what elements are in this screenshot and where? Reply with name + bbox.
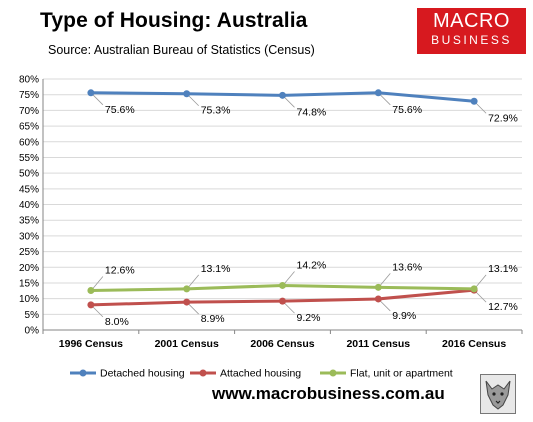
y-tick-label: 0% [25, 326, 40, 337]
data-label: 9.2% [297, 312, 321, 324]
data-label: 13.1% [201, 263, 231, 275]
y-tick-label: 55% [19, 153, 39, 164]
website-url[interactable]: www.macrobusiness.com.au [212, 384, 445, 403]
x-tick-label: 2001 Census [155, 338, 219, 350]
label-leader-line [475, 102, 487, 114]
data-point [183, 285, 191, 293]
label-leader-line [92, 306, 104, 318]
data-label: 9.9% [392, 310, 416, 322]
x-tick-label: 1996 Census [59, 338, 123, 350]
y-tick-label: 70% [19, 106, 39, 117]
y-tick-label: 80% [19, 75, 39, 86]
y-tick-label: 30% [19, 231, 39, 242]
y-tick-label: 40% [19, 200, 39, 211]
y-tick-label: 60% [19, 137, 39, 148]
data-label: 12.7% [488, 301, 518, 313]
logo-line-2: BUSINESS [431, 33, 512, 47]
label-leader-line [380, 300, 391, 312]
label-leader-line [380, 94, 391, 106]
chart-title: Type of Housing: Australia [40, 9, 308, 32]
axes [42, 79, 523, 334]
data-label: 75.6% [105, 104, 135, 116]
data-point [279, 281, 286, 289]
series-lines [87, 89, 478, 309]
data-label: 72.9% [488, 112, 518, 124]
label-leader-line [284, 97, 295, 108]
label-leader-line [284, 271, 295, 284]
label-leader-lines [92, 94, 487, 318]
data-point [374, 283, 382, 291]
data-point [87, 301, 95, 309]
legend-marker [79, 369, 87, 377]
data-point [279, 297, 286, 305]
data-point [470, 285, 478, 293]
y-tick-labels: 0% 5% 10% 15% 20% 25% 30% 35% 40% 45% 50% 55% 60% 65%… [19, 75, 39, 337]
label-leader-line [475, 274, 487, 288]
y-tick-label: 75% [19, 90, 39, 101]
legend-marker [329, 369, 337, 377]
logo-line-1: MACRO [433, 10, 510, 32]
data-label: 8.0% [105, 316, 129, 328]
y-tick-label: 45% [19, 184, 39, 195]
wolf-emblem-icon [480, 374, 516, 414]
legend: Detached housing Attached housing Flat, un… [70, 368, 453, 380]
data-label: 13.6% [392, 261, 422, 273]
data-point [183, 90, 191, 98]
y-tick-label: 5% [25, 310, 40, 321]
y-tick-label: 35% [19, 216, 39, 227]
y-tick-label: 50% [19, 169, 39, 180]
legend-label: Detached housing [100, 368, 185, 380]
x-tick-label: 2011 Census [346, 338, 410, 350]
data-point [279, 91, 286, 99]
data-label: 8.9% [201, 313, 225, 325]
data-label: 12.6% [105, 264, 135, 276]
label-leader-line [475, 291, 487, 303]
data-point [87, 286, 95, 294]
macro-business-logo: MACRO BUSINESS [417, 8, 526, 54]
data-label: 75.3% [201, 105, 231, 117]
chart-source: Source: Australian Bureau of Statistics … [48, 43, 315, 57]
y-tick-label: 65% [19, 122, 39, 133]
data-point [470, 97, 478, 105]
x-tick-label: 2006 Census [250, 338, 314, 350]
data-label: 13.1% [488, 263, 518, 275]
label-leader-line [188, 303, 199, 315]
data-point [183, 298, 191, 306]
x-tick-labels: 1996 Census 2001 Census 2006 Census 2011 Ce… [59, 338, 507, 350]
legend-label: Flat, unit or apartment [350, 368, 453, 380]
label-leader-line [92, 276, 104, 289]
label-leader-line [92, 94, 104, 106]
data-point [87, 89, 95, 97]
label-leader-line [188, 274, 200, 288]
data-point [374, 295, 382, 303]
label-leader-line [379, 273, 391, 286]
data-labels: 75.6% 75.3% 74.8% 75.6% 72.9% 8.0% 8.9% 9.2% 9.9… [105, 104, 518, 328]
legend-label: Attached housing [220, 368, 301, 380]
legend-marker [199, 369, 207, 377]
y-tick-label: 25% [19, 247, 39, 258]
data-label: 14.2% [297, 259, 327, 271]
y-tick-label: 10% [19, 294, 39, 305]
x-tick-label: 2016 Census [442, 338, 506, 350]
y-tick-label: 20% [19, 263, 39, 274]
y-tick-label: 15% [19, 278, 39, 289]
label-leader-line [284, 302, 295, 314]
label-leader-line [188, 95, 199, 107]
data-label: 74.8% [297, 106, 327, 118]
data-point [374, 89, 382, 97]
data-label: 75.6% [392, 104, 422, 116]
